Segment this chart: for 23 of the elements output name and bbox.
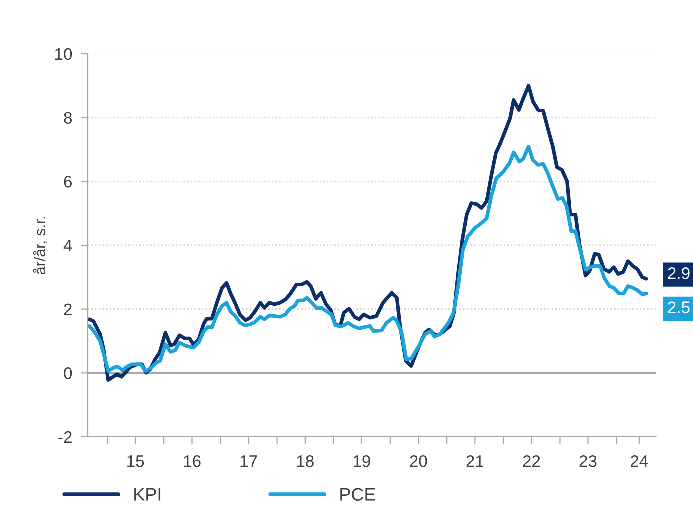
line-series bbox=[88, 145, 648, 374]
y-tick-label: 10 bbox=[55, 48, 72, 60]
x-tick-label: 21 bbox=[466, 455, 484, 468]
x-tick-label: 18 bbox=[297, 455, 314, 468]
x-tick-label: 23 bbox=[580, 455, 597, 468]
y-tick-label: 8 bbox=[64, 112, 72, 124]
y-axis-title: år/år, s.r. bbox=[33, 217, 48, 275]
x-tick-label: 19 bbox=[354, 455, 370, 468]
x-tick-label: 16 bbox=[184, 455, 201, 468]
data-label: 2.5 bbox=[668, 302, 690, 314]
y-tick-label: -2 bbox=[58, 431, 72, 444]
y-tick-label: 6 bbox=[64, 176, 72, 188]
x-tick-label: 22 bbox=[523, 455, 540, 468]
x-tick-label: 15 bbox=[128, 456, 144, 468]
data-label: 2.9 bbox=[668, 268, 690, 280]
x-tick-label: 20 bbox=[410, 455, 428, 468]
legend-label: PCE bbox=[340, 488, 376, 501]
x-tick-label: 17 bbox=[240, 456, 258, 468]
x-tick-label: 24 bbox=[630, 455, 648, 468]
y-tick-label: 4 bbox=[64, 240, 72, 252]
y-tick-label: 0 bbox=[64, 368, 72, 380]
y-tick-label: 2 bbox=[64, 304, 72, 316]
legend-label: KPI bbox=[134, 488, 161, 501]
